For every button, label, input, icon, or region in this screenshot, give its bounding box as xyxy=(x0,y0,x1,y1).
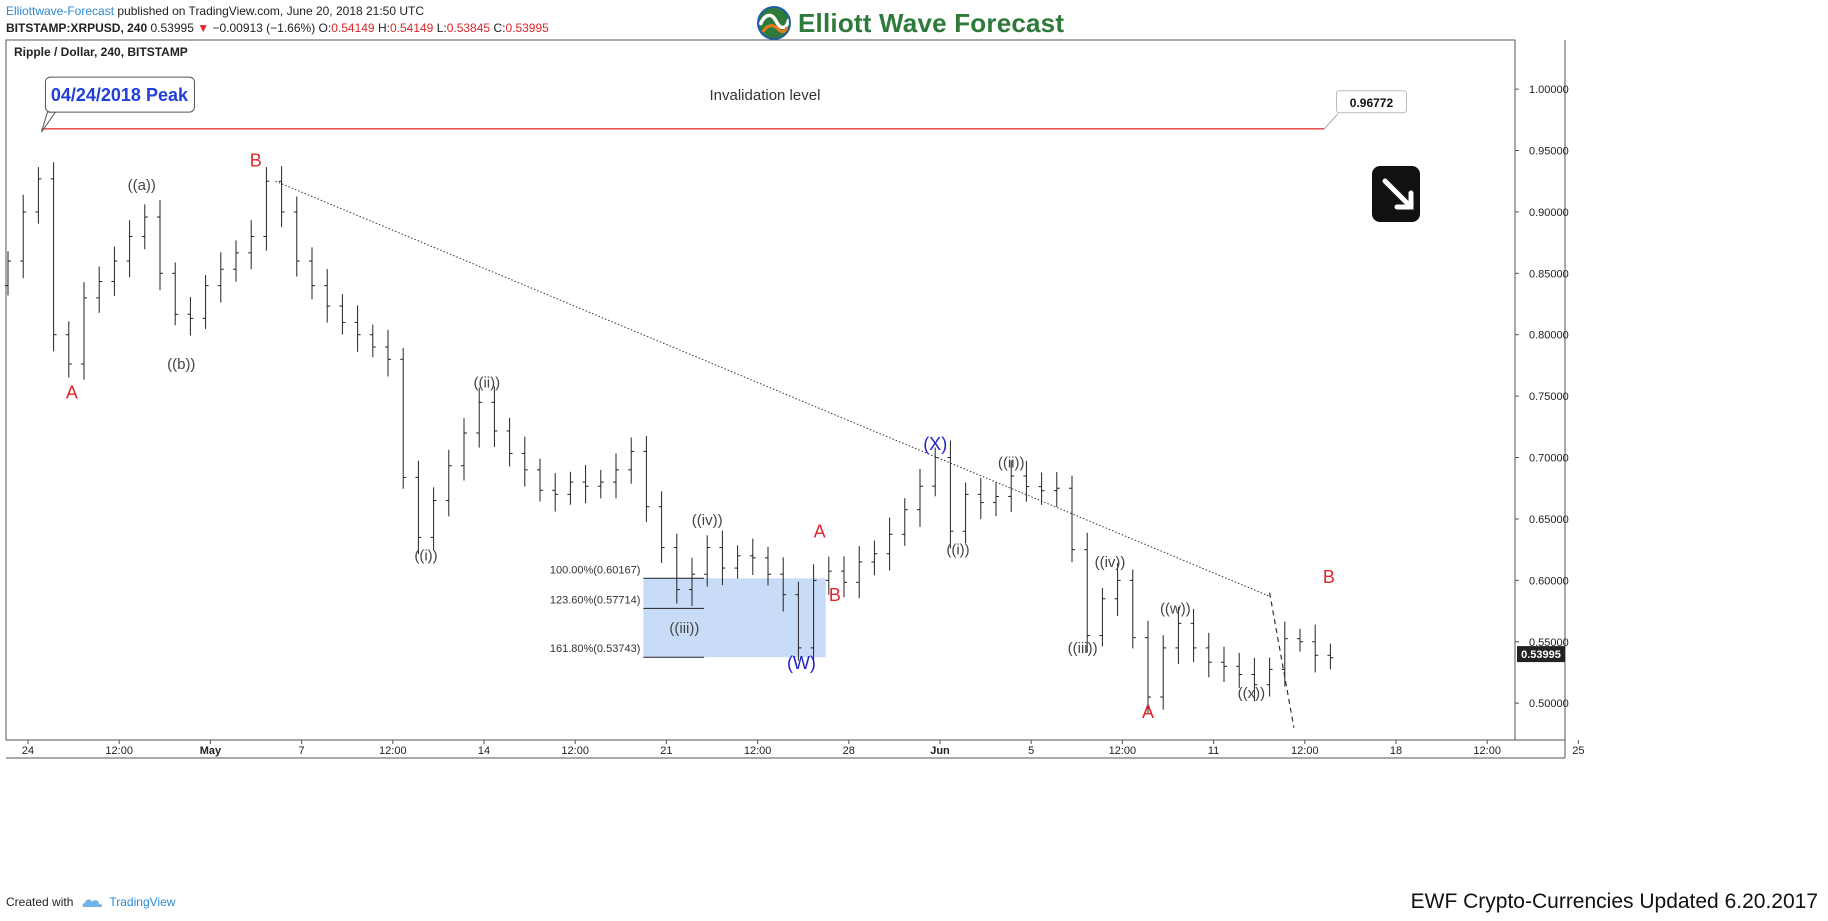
wave-label: B xyxy=(250,150,262,170)
wave-label: ((iii)) xyxy=(669,620,699,637)
update-note: EWF Crypto-Currencies Updated 6.20.2017 xyxy=(1410,890,1818,913)
x-tick-label: 25 xyxy=(1572,745,1584,757)
tradingview-cloud-logo-icon xyxy=(82,899,103,907)
brand: Elliott Wave Forecast xyxy=(756,4,1064,42)
x-tick-label: 12:00 xyxy=(1291,745,1319,757)
invalidation-text: Invalidation level xyxy=(710,87,821,104)
publisher-link[interactable]: Elliottwave-Forecast xyxy=(6,4,115,18)
low-value: 0.53845 xyxy=(446,21,491,35)
x-tick-label: 7 xyxy=(299,745,305,757)
peak-callout-box xyxy=(44,76,195,113)
trendline xyxy=(275,180,1270,597)
header-bar: Elliottwave-Forecast published on Tradin… xyxy=(0,0,1828,44)
x-tick-label: 18 xyxy=(1390,745,1402,757)
symbol-line: BITSTAMP:XRPUSD, 240 0.53995 ▼ −0.00913 … xyxy=(6,21,549,35)
wave-label: ((iv)) xyxy=(1095,554,1126,571)
wave-label: A xyxy=(66,383,78,403)
projection-line xyxy=(1269,592,1295,728)
invalidation-value: 0.96772 xyxy=(1350,96,1394,110)
wave-label: ((iii)) xyxy=(1068,640,1098,657)
target-zone-box xyxy=(643,578,826,658)
x-tick-label: 12:00 xyxy=(379,745,407,757)
wave-label: ((x)) xyxy=(1238,685,1265,702)
wave-label: (W) xyxy=(787,653,816,673)
elliott-wave-globe-logo-icon xyxy=(757,6,791,40)
wave-label: ((w)) xyxy=(1160,601,1191,618)
x-tick-label: 5 xyxy=(1028,745,1034,757)
wave-label: ((a)) xyxy=(128,177,156,194)
y-tick-label: 0.60000 xyxy=(1529,575,1569,587)
wave-label: ((i)) xyxy=(946,542,969,559)
wave-label: B xyxy=(1323,567,1335,587)
x-tick-label: 12:00 xyxy=(1473,745,1501,757)
x-tick-label: 12:00 xyxy=(105,745,133,757)
high-value: 0.54149 xyxy=(389,21,434,35)
change-down-icon: ▼ xyxy=(197,21,210,35)
change-value: −0.00913 (−1.66%) xyxy=(212,21,316,35)
high-label: H: xyxy=(377,21,390,35)
y-tick-label: 0.75000 xyxy=(1529,391,1569,403)
created-with: Created with TradingView xyxy=(6,895,175,909)
x-tick-label: 12:00 xyxy=(744,745,772,757)
tradingview-link[interactable]: TradingView xyxy=(109,895,176,909)
x-tick-label: 12:00 xyxy=(561,745,589,757)
open-value: 0.54149 xyxy=(331,21,375,35)
fib-level-label: 100.00%(0.60167) xyxy=(550,564,641,576)
fib-level-label: 123.60%(0.57714) xyxy=(550,594,641,606)
close-value: 0.53995 xyxy=(505,21,549,35)
invalidation-callout-box xyxy=(1335,90,1407,114)
wave-label: A xyxy=(814,521,826,541)
wave-label: ((ii)) xyxy=(998,454,1025,471)
y-tick-label: 0.70000 xyxy=(1529,453,1569,465)
invalidation-callout-pointer xyxy=(1323,113,1339,130)
last-price-tag xyxy=(1517,646,1565,663)
x-tick-label: 28 xyxy=(843,745,855,757)
low-label: L: xyxy=(436,21,447,35)
published-text: published on TradingView.com, June 20, 2… xyxy=(114,4,425,18)
y-tick-label: 0.80000 xyxy=(1529,330,1569,342)
x-tick-label: Jun xyxy=(930,745,950,757)
brand-name: Elliott Wave Forecast xyxy=(798,7,1065,38)
close-label: C: xyxy=(493,21,506,35)
x-tick-label: May xyxy=(200,745,222,757)
y-tick-label: 0.65000 xyxy=(1529,514,1569,526)
y-tick-label: 0.85000 xyxy=(1529,268,1569,280)
x-tick-label: 21 xyxy=(660,745,672,757)
wave-label: A xyxy=(1142,702,1154,722)
wave-label: B xyxy=(829,585,841,605)
wave-label: ((ii)) xyxy=(473,375,500,392)
wave-label: ((b)) xyxy=(167,356,195,373)
chart-title: Ripple / Dollar, 240, BITSTAMP xyxy=(14,45,188,59)
x-tick-label: 11 xyxy=(1208,745,1219,757)
last-price-value: 0.53995 xyxy=(1521,649,1561,661)
last-price: 0.53995 xyxy=(150,21,194,35)
y-tick-label: 0.95000 xyxy=(1529,146,1569,158)
wave-label: (X) xyxy=(923,434,947,454)
wave-label: ((i)) xyxy=(414,548,437,565)
x-tick-label: 12:00 xyxy=(1109,745,1137,757)
symbol-text: BITSTAMP:XRPUSD, 240 xyxy=(6,21,148,35)
open-label: O: xyxy=(318,21,332,35)
y-tick-label: 0.50000 xyxy=(1529,698,1569,710)
publish-line: Elliottwave-Forecast published on Tradin… xyxy=(6,4,424,18)
y-tick-label: 0.55000 xyxy=(1529,637,1569,649)
x-tick-label: 24 xyxy=(22,745,34,757)
wave-label: ((iv)) xyxy=(692,512,723,529)
x-tick-label: 14 xyxy=(478,745,490,757)
arrow-down-right-icon-glyph xyxy=(1382,178,1414,210)
y-tick-label: 1.00000 xyxy=(1529,84,1569,96)
created-with-text: Created with xyxy=(6,895,74,909)
peak-label: 04/24/2018 Peak xyxy=(51,85,189,105)
y-tick-label: 0.90000 xyxy=(1529,207,1569,219)
fib-level-label: 161.80%(0.53743) xyxy=(550,643,641,655)
